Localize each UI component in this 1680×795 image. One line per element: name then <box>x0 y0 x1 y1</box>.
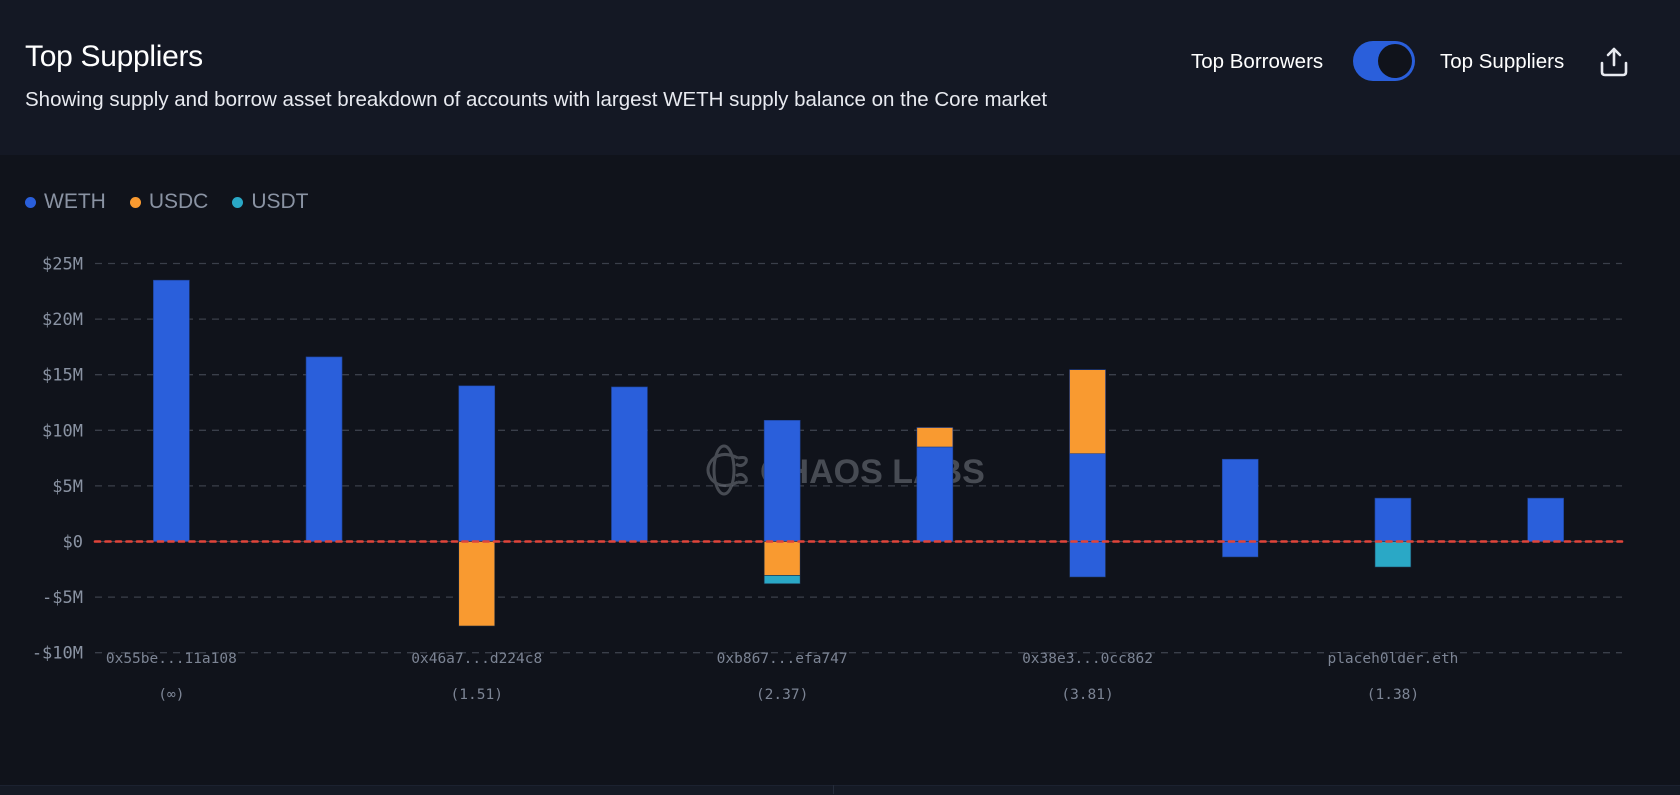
bar-weth-supply <box>1221 458 1259 542</box>
bar-usdc-supply <box>1069 369 1106 454</box>
y-tick-label: $5M <box>52 477 83 497</box>
bar-weth-supply <box>611 386 648 542</box>
y-tick-label: $25M <box>42 255 83 275</box>
bar-weth-supply <box>1374 497 1412 542</box>
x-tick-label: placeh0lder.eth <box>1327 651 1458 667</box>
x-tick-label: 0xb867...efa747 <box>717 651 848 667</box>
x-tick-sublabel: (1.38) <box>1367 687 1419 703</box>
chart-legend: WETH USDC USDT <box>25 189 333 215</box>
y-tick-label: $15M <box>42 366 83 386</box>
bar-usdc-supply <box>916 427 954 448</box>
bar-weth-borrow <box>1069 541 1106 578</box>
legend-item-usdt[interactable]: USDT <box>232 190 309 214</box>
bar-usdt-borrow <box>763 575 801 585</box>
legend-dot-usdt <box>232 196 244 208</box>
bar-weth-supply <box>916 446 954 542</box>
page-subtitle: Showing supply and borrow asset breakdow… <box>25 88 1048 111</box>
legend-dot-weth <box>25 196 36 208</box>
legend-dot-usdc <box>129 196 141 208</box>
y-tick-label: $10M <box>42 421 83 441</box>
bar-weth-supply <box>1069 453 1106 542</box>
bar-weth-supply <box>305 356 343 542</box>
legend-label: USDC <box>148 190 209 213</box>
chaos-labs-logo-icon <box>706 444 748 496</box>
toggle-knob <box>1378 44 1412 78</box>
export-button[interactable] <box>1596 44 1632 80</box>
x-tick-sublabel: (∞) <box>158 687 184 703</box>
top-suppliers-label[interactable]: Top Suppliers <box>1440 50 1565 73</box>
legend-item-usdc[interactable]: USDC <box>129 190 209 214</box>
view-controls: Top Borrowers Top Suppliers <box>1060 38 1680 86</box>
next-panel-edge <box>0 785 1680 795</box>
legend-item-weth[interactable]: WETH <box>25 190 106 214</box>
share-upload-icon <box>1600 47 1628 77</box>
y-tick-label: $20M <box>42 310 83 330</box>
bar-weth-supply <box>153 279 190 542</box>
bar-weth-supply <box>458 385 496 542</box>
y-tick-label: -$10M <box>32 644 83 664</box>
page-title: Top Suppliers <box>25 40 203 73</box>
bar-weth-supply <box>1527 497 1564 542</box>
x-tick-sublabel: (3.81) <box>1061 687 1113 703</box>
legend-label: USDT <box>251 190 309 213</box>
chart-header: Top Suppliers Showing supply and borrow … <box>0 0 1680 155</box>
x-tick-label: 0x38e3...0cc862 <box>1022 651 1153 667</box>
y-tick-label: -$5M <box>42 588 83 608</box>
x-tick-sublabel: (2.37) <box>756 687 808 703</box>
top-borrowers-label[interactable]: Top Borrowers <box>1191 50 1324 73</box>
x-tick-sublabel: (1.51) <box>451 687 503 703</box>
panel-divider <box>833 785 834 794</box>
x-tick-label: 0x46a7...d224c8 <box>411 651 542 667</box>
bar-usdc-borrow <box>458 541 496 627</box>
bar-weth-supply <box>763 419 801 542</box>
bar-weth-borrow <box>1221 541 1259 558</box>
legend-label: WETH <box>44 190 106 213</box>
bar-usdt-borrow <box>1374 541 1412 568</box>
y-tick-label: $0 <box>63 533 83 553</box>
x-tick-label: 0x55be...11a108 <box>106 651 237 667</box>
bar-usdc-borrow <box>763 541 801 576</box>
borrowers-suppliers-toggle[interactable] <box>1353 41 1415 81</box>
